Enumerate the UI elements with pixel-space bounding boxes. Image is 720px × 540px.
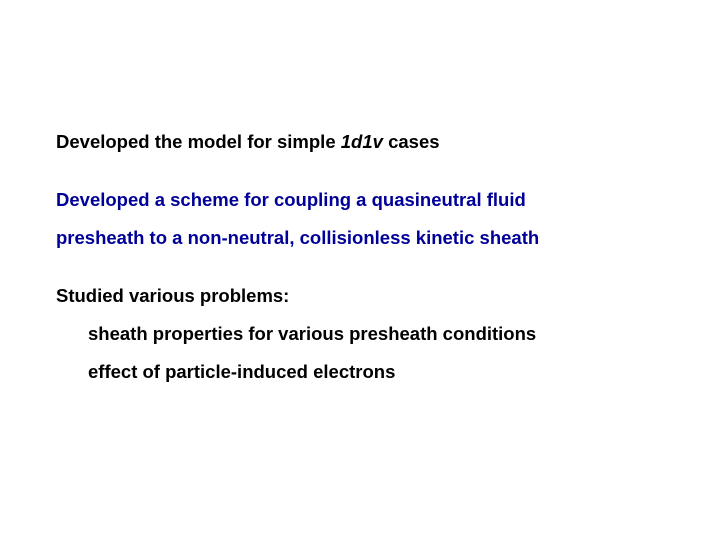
bullet-3-sub-b: effect of particle-induced electrons	[56, 360, 664, 384]
bullet-3: Studied various problems:	[56, 284, 664, 308]
bullet-1-post: cases	[383, 131, 440, 152]
bullet-1: Developed the model for simple 1d1v case…	[56, 130, 664, 154]
bullet-3-sub-a: sheath properties for various presheath …	[56, 322, 664, 346]
bullet-2-line-b: presheath to a non-neutral, collisionles…	[56, 226, 664, 250]
bullet-1-italic: 1d1v	[341, 131, 383, 152]
bullet-2-line-a: Developed a scheme for coupling a quasin…	[56, 188, 664, 212]
bullet-1-pre: Developed the model for simple	[56, 131, 341, 152]
